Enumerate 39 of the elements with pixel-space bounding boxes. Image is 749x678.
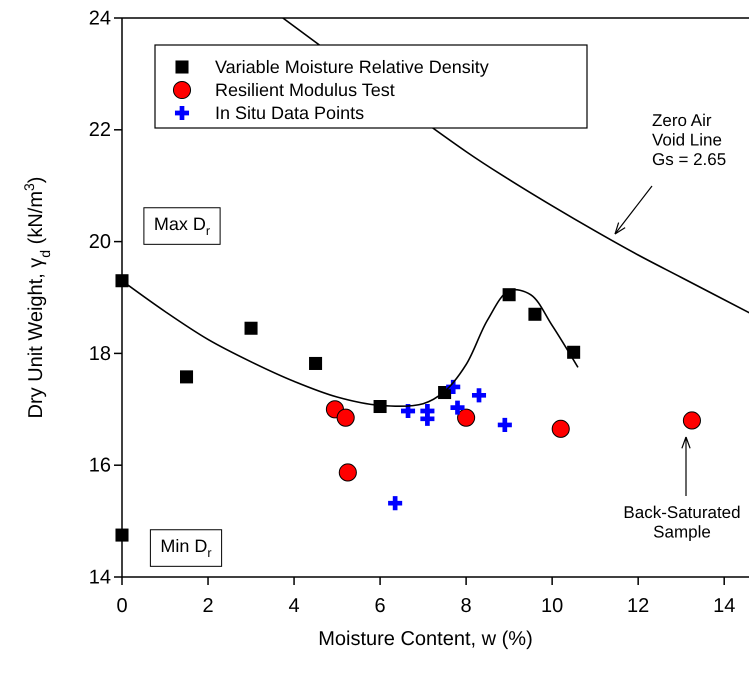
x-tick-label: 0 xyxy=(116,595,128,617)
x-axis-title: Moisture Content, w (%) xyxy=(318,628,533,650)
x-tick-label: 14 xyxy=(713,595,736,617)
point xyxy=(180,370,194,384)
point xyxy=(552,420,570,438)
y-tick-label: 24 xyxy=(88,7,111,30)
annotation: Zero Air Void Line Gs = 2.65 xyxy=(652,111,726,170)
point xyxy=(115,528,129,542)
x-tick-label: 10 xyxy=(541,595,564,617)
point xyxy=(115,274,129,288)
annotation: Max D$_{r}$ xyxy=(154,214,210,238)
y-tick-label: 18 xyxy=(88,342,111,365)
x-tick-label: 2 xyxy=(202,595,214,617)
y-tick-label: 16 xyxy=(88,454,111,477)
point xyxy=(682,411,701,430)
point xyxy=(338,463,357,482)
legend-label: Resilient Modulus Test xyxy=(215,80,395,100)
annotation: Min D$_{r}$ xyxy=(160,536,212,560)
point xyxy=(528,308,542,321)
point xyxy=(244,322,258,335)
point xyxy=(420,404,434,418)
x-tick-label: 12 xyxy=(627,595,650,617)
y-tick-label: 20 xyxy=(88,231,111,253)
x-tick-label: 6 xyxy=(374,595,386,617)
y-tick-label: 14 xyxy=(88,566,111,588)
point xyxy=(457,408,476,427)
x-tick-label: 8 xyxy=(460,595,472,617)
point xyxy=(388,496,402,510)
y-tick-label: 22 xyxy=(88,119,111,142)
legend-label: In Situ Data Points xyxy=(215,103,364,123)
point xyxy=(472,388,486,402)
point xyxy=(498,418,512,432)
point xyxy=(450,400,465,415)
point xyxy=(336,408,355,427)
point xyxy=(309,356,322,370)
legend-label: Variable Moisture Relative Density xyxy=(215,57,489,77)
point xyxy=(401,404,416,418)
x-tick-label: 4 xyxy=(288,595,300,617)
annotation: Back-Saturated Sample xyxy=(623,503,741,542)
